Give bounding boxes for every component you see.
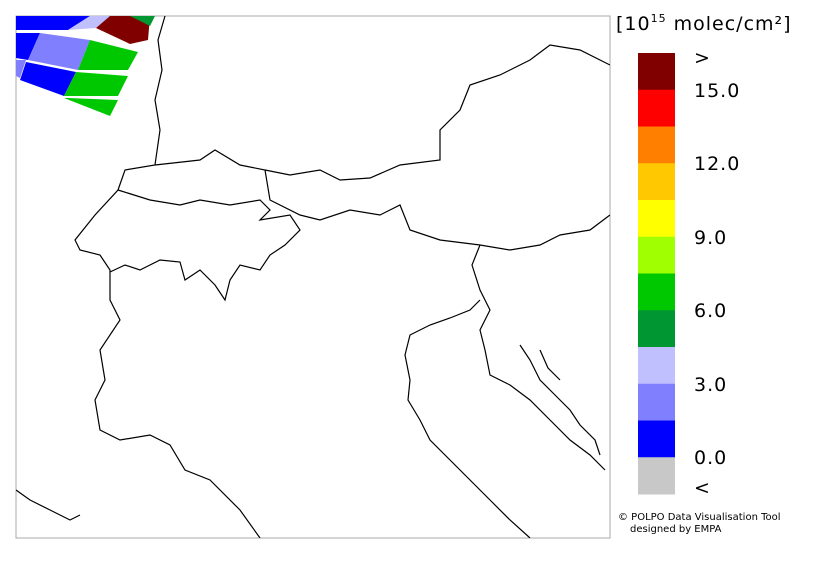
colorbar-swatch xyxy=(638,163,675,201)
colorbar-swatch xyxy=(638,53,675,91)
colorbar-label: 12.0 xyxy=(694,153,740,175)
satellite-swath xyxy=(16,16,155,116)
colorbar-label: < xyxy=(694,477,711,499)
colorbar-swatch xyxy=(638,420,675,458)
colorbar-title: [1015 molec/cm²] xyxy=(616,12,792,35)
colorbar-swatch xyxy=(638,126,675,164)
colorbar-swatch xyxy=(638,457,675,495)
colorbar-label: 6.0 xyxy=(694,300,727,322)
colorbar-label: 15.0 xyxy=(694,80,740,102)
colorbar-label: 9.0 xyxy=(694,227,727,249)
colorbar-swatch xyxy=(638,273,675,311)
colorbar-label: > xyxy=(694,47,711,69)
colorbar-swatch xyxy=(638,310,675,348)
colorbar-swatch xyxy=(638,347,675,385)
colorbar-label: 3.0 xyxy=(694,374,727,396)
colorbar-swatch xyxy=(638,200,675,238)
country-borders xyxy=(16,16,610,538)
colorbar-swatch xyxy=(638,89,675,127)
credit: © POLPO Data Visualisation Tool xyxy=(618,512,781,523)
colorbar xyxy=(638,53,675,495)
colorbar-label: 0.0 xyxy=(694,447,727,469)
colorbar-swatch xyxy=(638,383,675,421)
colorbar-swatch xyxy=(638,236,675,274)
credit: designed by EMPA xyxy=(630,524,722,535)
